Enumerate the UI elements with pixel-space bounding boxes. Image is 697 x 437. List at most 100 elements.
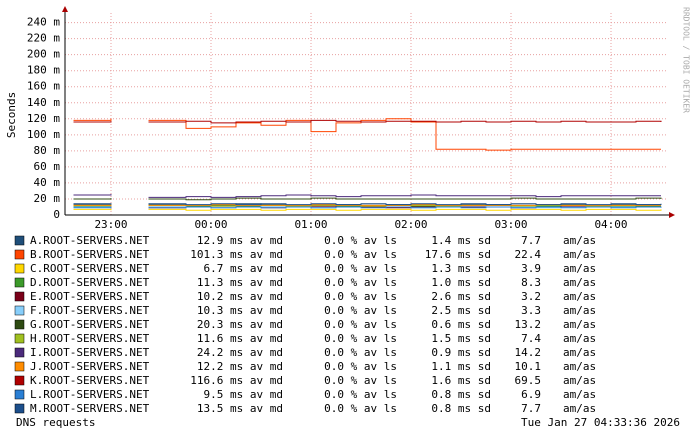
plot-area — [65, 13, 668, 215]
legend-label: A.ROOT-SERVERS.NET — [30, 234, 150, 247]
legend-label: M.ROOT-SERVERS.NET — [30, 402, 150, 415]
legend-swatch — [14, 305, 25, 316]
legend-stat: 3.3 — [521, 304, 541, 317]
legend-label: B.ROOT-SERVERS.NET — [30, 248, 150, 261]
legend-stat: am/as — [563, 318, 596, 331]
legend-stat: 101.3 ms av md — [190, 248, 283, 261]
series-line — [73, 119, 662, 124]
legend-stat: 3.9 — [521, 262, 541, 275]
y-axis-label: Seconds — [5, 92, 18, 138]
legend-stat: 13.5 ms av md — [197, 402, 283, 415]
legend-stat: 2.6 ms sd — [431, 290, 491, 303]
legend-stat: 10.2 ms av md — [197, 290, 283, 303]
legend-swatch — [14, 263, 25, 274]
y-tick-label: 60 m — [34, 160, 61, 173]
y-tick-label: 240 m — [27, 16, 60, 29]
legend-label: C.ROOT-SERVERS.NET — [30, 262, 150, 275]
legend-stat: am/as — [563, 388, 596, 401]
legend-swatch — [14, 333, 25, 344]
grid — [65, 13, 668, 215]
legend-stat: 116.6 ms av md — [190, 374, 283, 387]
legend-stat: 0.8 ms sd — [431, 402, 491, 415]
legend-swatch — [14, 249, 25, 260]
x-tick-label: 01:00 — [294, 218, 327, 231]
legend-stat: 11.3 ms av md — [197, 276, 283, 289]
series-line — [73, 194, 661, 198]
y-tick-label: 140 m — [27, 96, 60, 109]
legend: A.ROOT-SERVERS.NET 12.9 ms av md 0.0 % av … — [14, 234, 596, 415]
x-tick-label: 03:00 — [494, 218, 527, 231]
legend-stat: am/as — [563, 248, 596, 261]
legend-stat: 14.2 — [515, 346, 542, 359]
legend-label: I.ROOT-SERVERS.NET — [30, 346, 150, 359]
legend-stat: 1.1 ms sd — [431, 360, 491, 373]
legend-stat: 1.0 ms sd — [431, 276, 491, 289]
legend-stat: 69.5 — [515, 374, 542, 387]
series-line — [73, 206, 662, 209]
legend-stat: 9.5 ms av md — [204, 388, 283, 401]
legend-stat: 3.2 — [521, 290, 541, 303]
legend-stat: 7.4 — [521, 332, 541, 345]
legend-stat: 17.6 ms sd — [425, 248, 491, 261]
y-tick-label: 0 — [53, 208, 60, 221]
legend-label: L.ROOT-SERVERS.NET — [30, 388, 150, 401]
legend-stat: 0.0 % av ls — [324, 332, 397, 345]
y-tick-label: 120 m — [27, 112, 60, 125]
legend-stat: 0.8 ms sd — [431, 388, 491, 401]
legend-stat: 1.5 ms sd — [431, 332, 491, 345]
y-tick-label: 180 m — [27, 64, 60, 77]
x-tick-label: 23:00 — [94, 218, 127, 231]
lines — [73, 118, 662, 211]
legend-stat: am/as — [563, 304, 596, 317]
legend-stat: 7.7 — [521, 234, 541, 247]
legend-stat: 0.0 % av ls — [324, 318, 397, 331]
x-tick-label: 04:00 — [594, 218, 627, 231]
legend-stat: 22.4 — [515, 248, 542, 261]
legend-stat: 2.5 ms sd — [431, 304, 491, 317]
legend-stat: am/as — [563, 290, 596, 303]
legend-stat: am/as — [563, 360, 596, 373]
legend-stat: 0.0 % av ls — [324, 276, 397, 289]
series-line — [73, 197, 662, 201]
legend-label: E.ROOT-SERVERS.NET — [30, 290, 150, 303]
legend-swatch — [14, 277, 25, 288]
y-tick-label: 100 m — [27, 128, 60, 141]
legend-stat: 6.9 — [521, 388, 541, 401]
legend-label: D.ROOT-SERVERS.NET — [30, 276, 150, 289]
y-arrow — [62, 6, 68, 12]
timestamp: Tue Jan 27 04:33:36 2026 — [521, 416, 680, 429]
legend-swatch — [14, 361, 25, 372]
legend-stat: 20.3 ms av md — [197, 318, 283, 331]
legend-stat: am/as — [563, 276, 596, 289]
legend-stat: 12.2 ms av md — [197, 360, 283, 373]
series-line — [73, 118, 661, 151]
legend-stat: am/as — [563, 374, 596, 387]
legend-stat: 1.3 ms sd — [431, 262, 491, 275]
x-tick-label: 00:00 — [194, 218, 227, 231]
legend-stat: 0.0 % av ls — [324, 374, 397, 387]
legend-stat: 0.0 % av ls — [324, 262, 397, 275]
legend-label: H.ROOT-SERVERS.NET — [30, 332, 150, 345]
legend-stat: 0.0 % av ls — [324, 388, 397, 401]
y-tick-label: 80 m — [34, 144, 61, 157]
series-line — [73, 208, 662, 211]
legend-stat: am/as — [563, 234, 596, 247]
y-tick-label: 220 m — [27, 32, 60, 45]
legend-stat: 0.0 % av ls — [324, 248, 397, 261]
legend-swatch — [14, 235, 25, 246]
legend-stat: 7.7 — [521, 402, 541, 415]
legend-stat: 8.3 — [521, 276, 541, 289]
y-tick-label: 40 m — [34, 176, 61, 189]
legend-stat: am/as — [563, 262, 596, 275]
legend-label: K.ROOT-SERVERS.NET — [30, 374, 150, 387]
legend-stat: 0.0 % av ls — [324, 290, 397, 303]
legend-stat: 12.9 ms av md — [197, 234, 283, 247]
legend-stat: 10.1 — [515, 360, 542, 373]
y-tick-label: 20 m — [34, 192, 61, 205]
legend-stat: am/as — [563, 332, 596, 345]
legend-label: F.ROOT-SERVERS.NET — [30, 304, 150, 317]
legend-stat: 1.6 ms sd — [431, 374, 491, 387]
legend-swatch — [14, 403, 25, 414]
legend-stat: 0.0 % av ls — [324, 304, 397, 317]
